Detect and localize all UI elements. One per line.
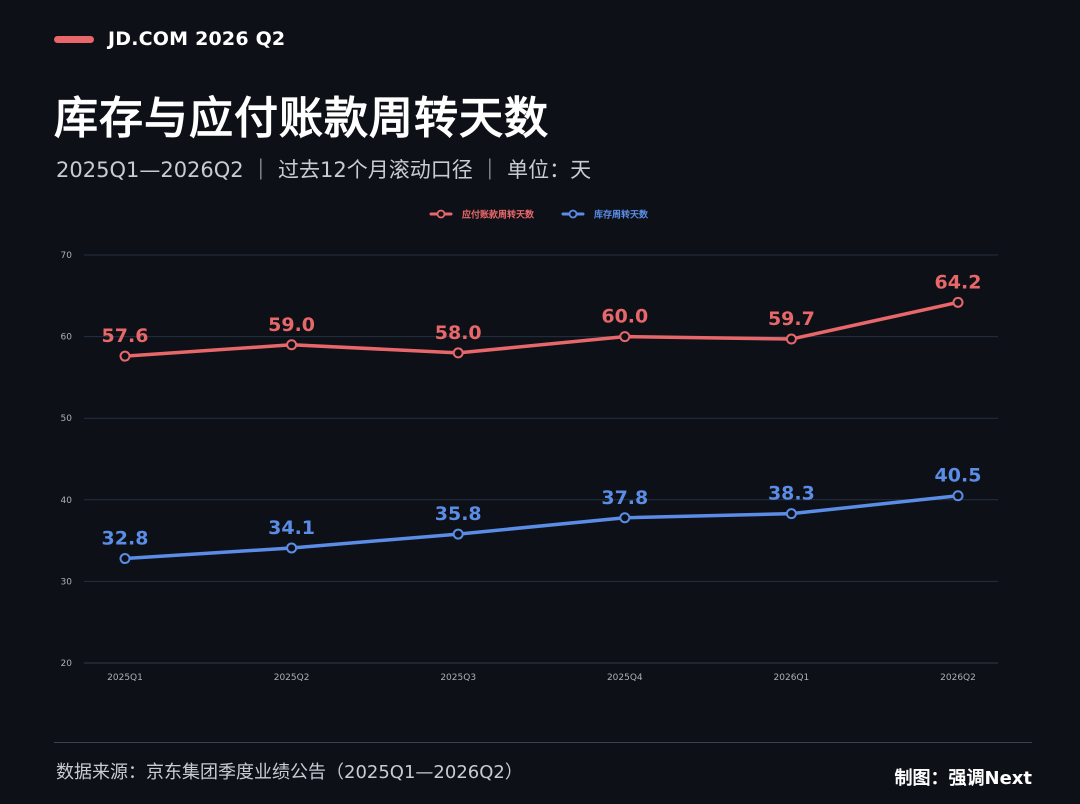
data-label: 57.6 [102,325,149,347]
data-point [286,542,298,554]
data-point [785,508,797,520]
x-tick-label: 2025Q3 [440,673,476,683]
data-label: 40.5 [935,465,982,487]
brand-accent-bar [54,35,94,43]
series-line [123,493,960,561]
legend-label: 应付账款周转天数 [462,209,535,221]
data-point [286,339,298,351]
footer-divider [54,742,1032,743]
data-label: 59.7 [768,308,815,330]
line-chart: 20 30 40 50 60 70 2025Q1 2025Q2 2025Q3 2025Q4 2026… [61,209,998,683]
data-point [952,296,964,308]
data-label: 60.0 [601,306,648,328]
x-tick-label: 2025Q4 [607,673,643,683]
x-tick-label: 2025Q2 [274,673,310,683]
chart-subtitle: 2025Q1—2026Q2 ｜ 过去12个月滚动口径 ｜ 单位：天 [56,158,592,182]
data-point [119,553,131,565]
data-label: 64.2 [935,271,982,293]
x-tick-label: 2026Q2 [940,673,976,683]
data-point [619,331,631,343]
data-label: 34.1 [268,517,315,539]
data-label: 38.3 [768,483,815,505]
x-tick-label: 2025Q1 [107,673,143,683]
data-point [452,528,464,540]
data-point [119,350,131,362]
data-point [785,333,797,345]
y-tick-label: 40 [61,496,73,506]
legend-label: 库存周转天数 [594,209,649,221]
brand-header: JD.COM 2026 Q2 [54,28,285,50]
data-source-note: 数据来源：京东集团季度业绩公告（2025Q1—2026Q2） [56,762,523,783]
y-tick-label: 20 [61,659,73,669]
data-point [619,512,631,524]
data-point [452,347,464,359]
data-label: 58.0 [435,322,482,344]
y-tick-label: 70 [61,251,73,261]
x-tick-label: 2026Q1 [774,673,810,683]
chart-credit: 制图：强调Next [894,768,1033,789]
legend-swatch-marker [436,209,446,219]
y-tick-label: 30 [61,577,73,587]
data-point [952,490,964,502]
data-label: 32.8 [102,528,149,550]
chart-title: 库存与应付账款周转天数 [54,93,549,144]
data-label: 59.0 [268,314,315,336]
series-line [123,300,960,358]
brand-label: JD.COM 2026 Q2 [108,28,286,50]
data-label: 35.8 [435,503,482,525]
y-tick-label: 50 [61,414,73,424]
y-tick-label: 60 [61,333,73,343]
legend-swatch-marker [568,209,578,219]
data-label: 37.8 [601,487,648,509]
